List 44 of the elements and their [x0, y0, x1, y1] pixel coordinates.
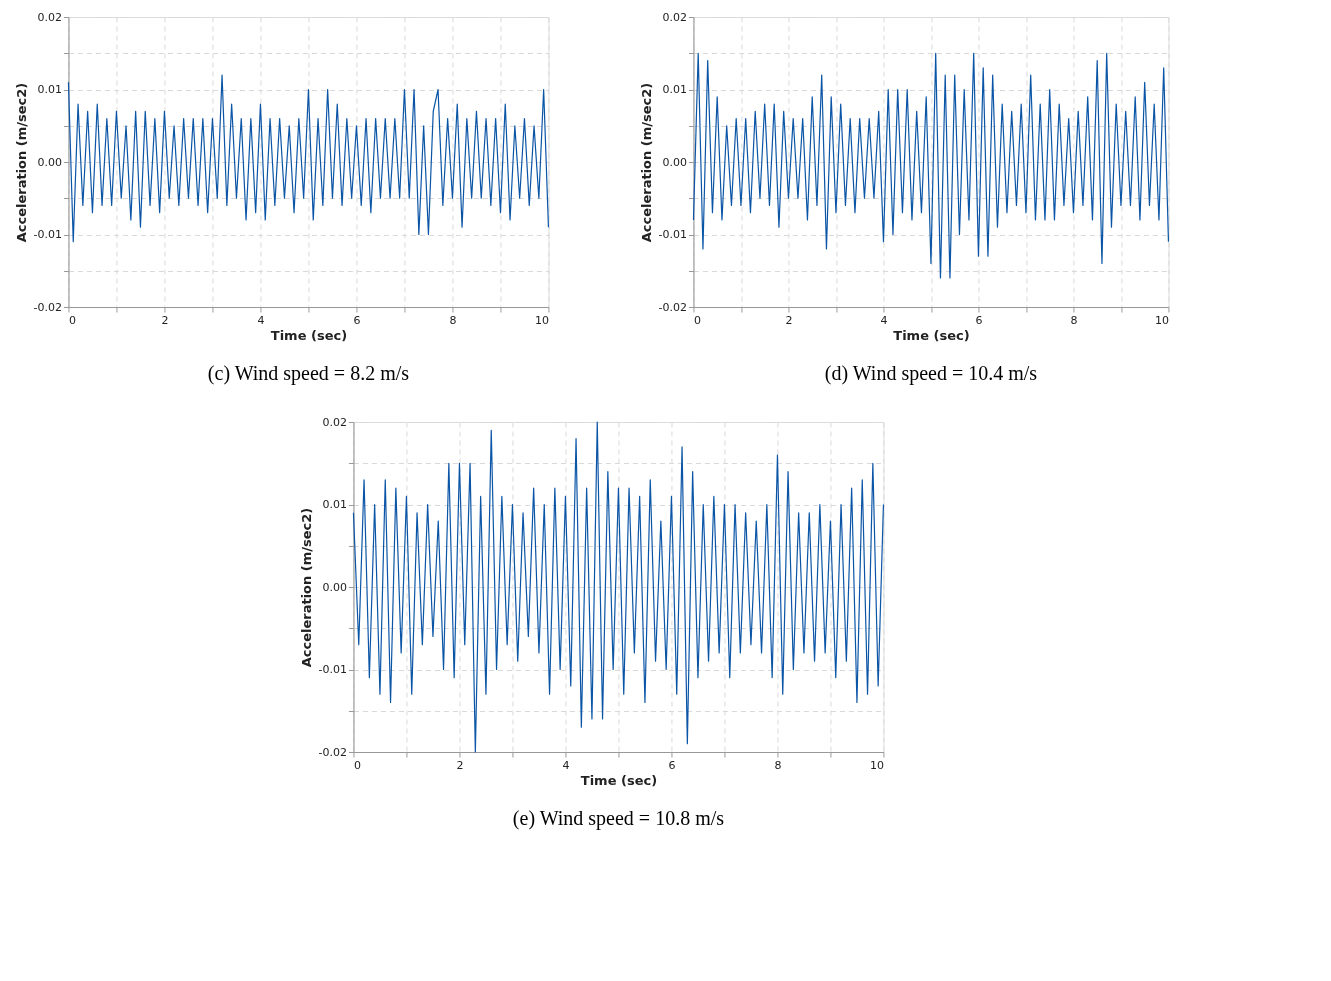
y-tick-label: 0.00	[322, 580, 347, 594]
x-tick-label: 0	[68, 313, 76, 327]
y-tick-label: -0.01	[658, 228, 687, 241]
x-axis-title: Time (sec)	[893, 327, 970, 343]
x-tick-label: 8	[774, 758, 782, 772]
y-tick-label: -0.02	[318, 745, 347, 759]
x-tick-label: 6	[668, 758, 676, 772]
y-tick-label: -0.01	[33, 228, 62, 241]
x-tick-label: 4	[880, 313, 888, 327]
y-tick-label: 0.01	[37, 83, 62, 96]
line-series	[67, 74, 550, 243]
x-tick-label: 10	[1154, 313, 1169, 327]
x-tick-label: 6	[353, 313, 361, 327]
y-axis-title: Acceleration (m/sec2)	[299, 507, 315, 668]
y-tick-label: -0.02	[658, 300, 687, 314]
x-tick-label: 10	[869, 758, 884, 772]
x-tick-label: 0	[693, 313, 701, 327]
text: (e) Wind speed = 10.8 m/s	[512, 807, 725, 830]
x-tick-label: 4	[562, 758, 570, 772]
x-tick-label: 6	[975, 313, 983, 327]
y-tick-label: 0.02	[322, 415, 347, 429]
y-tick-label: -0.02	[33, 300, 62, 314]
y-tick-label: 0.02	[662, 10, 687, 24]
text: (d) Wind speed = 10.4 m/s	[824, 362, 1038, 385]
x-tick-label: 8	[449, 313, 457, 327]
y-tick-label: 0.00	[37, 155, 62, 169]
x-axis-title: Time (sec)	[580, 772, 658, 788]
x-tick-label: 2	[456, 758, 464, 772]
y-axis-title: Acceleration (m/sec2)	[639, 82, 655, 243]
y-axis-title: Acceleration (m/sec2)	[14, 82, 30, 243]
x-axis-title: Time (sec)	[270, 327, 348, 343]
y-tick-label: 0.02	[37, 10, 62, 24]
x-tick-label: 0	[353, 758, 361, 772]
line-series	[692, 52, 1170, 279]
x-tick-label: 10	[534, 313, 549, 327]
y-tick-label: 0.00	[662, 155, 687, 169]
x-tick-label: 2	[785, 313, 793, 327]
x-tick-label: 8	[1070, 313, 1078, 327]
y-tick-label: 0.01	[662, 83, 687, 96]
x-tick-label: 4	[257, 313, 265, 327]
y-tick-label: 0.01	[322, 498, 347, 511]
y-tick-label: -0.01	[318, 663, 347, 676]
text: (c) Wind speed = 8.2 m/s	[207, 362, 410, 385]
x-tick-label: 2	[161, 313, 169, 327]
